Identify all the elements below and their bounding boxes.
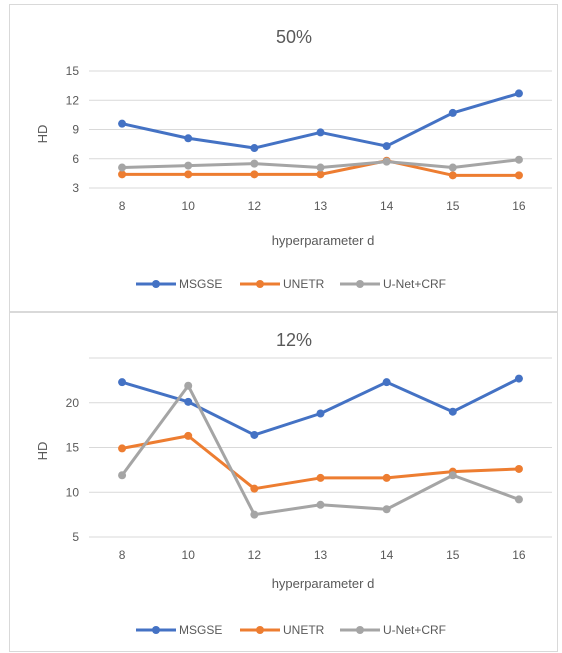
legend-marker xyxy=(256,626,264,634)
data-point xyxy=(184,381,193,390)
x-tick-label: 10 xyxy=(182,199,196,213)
series-line-msgse xyxy=(120,377,521,437)
data-point xyxy=(316,163,325,172)
chart-50: 50% 3 6 9 12 15 8 10 12 13 14 15 16 HD hyperparame… xyxy=(35,27,552,291)
chart-12: 12% 5 10 15 20 8 10 12 13 14 15 16 HD hyperparame… xyxy=(35,330,552,637)
chart-panel-12: 12% 5 10 15 20 8 10 12 13 14 15 16 HD hyperparame… xyxy=(9,312,558,652)
data-point xyxy=(382,142,391,151)
y-tick-labels: 5 10 15 20 xyxy=(66,396,80,544)
x-tick-label: 14 xyxy=(380,199,394,213)
legend-marker xyxy=(152,626,160,634)
data-point xyxy=(184,161,193,170)
data-point xyxy=(382,505,391,514)
legend: MSGSE UNETR U-Net+CRF xyxy=(136,277,446,291)
legend: MSGSE UNETR U-Net+CRF xyxy=(136,623,446,637)
data-point xyxy=(118,444,127,453)
data-point xyxy=(448,171,457,180)
data-point xyxy=(316,473,325,482)
x-tick-label: 15 xyxy=(446,199,460,213)
x-axis-title: hyperparameter d xyxy=(272,233,375,248)
data-point xyxy=(448,163,457,172)
data-point xyxy=(382,473,391,482)
data-point xyxy=(118,170,127,179)
y-tick-label: 15 xyxy=(66,441,80,455)
data-point xyxy=(514,374,523,383)
x-axis-title: hyperparameter d xyxy=(272,576,375,591)
y-tick-labels: 3 6 9 12 15 xyxy=(66,64,80,195)
y-tick-label: 3 xyxy=(72,181,79,195)
data-point xyxy=(184,134,193,143)
data-point xyxy=(448,108,457,117)
legend-label: U-Net+CRF xyxy=(383,277,446,291)
x-tick-label: 8 xyxy=(119,548,126,562)
series-line-u-net-crf xyxy=(120,384,521,517)
legend-marker xyxy=(356,280,364,288)
y-tick-label: 12 xyxy=(66,93,80,107)
x-tick-label: 13 xyxy=(314,548,328,562)
data-point xyxy=(184,397,193,406)
data-point xyxy=(448,471,457,480)
x-tick-label: 14 xyxy=(380,548,394,562)
data-point xyxy=(250,170,259,179)
y-axis-title: HD xyxy=(35,125,50,144)
x-tick-label: 12 xyxy=(248,548,262,562)
chart-title: 50% xyxy=(276,27,312,47)
legend-label: MSGSE xyxy=(179,623,222,637)
data-point xyxy=(118,163,127,172)
series-line-msgse xyxy=(120,91,521,150)
data-point xyxy=(250,430,259,439)
data-point xyxy=(184,170,193,179)
data-point xyxy=(250,510,259,519)
x-tick-labels: 8 10 12 13 14 15 16 xyxy=(119,199,526,213)
y-tick-label: 20 xyxy=(66,396,80,410)
series-lines xyxy=(118,89,523,180)
data-point xyxy=(514,495,523,504)
y-tick-label: 15 xyxy=(66,64,80,78)
data-point xyxy=(382,157,391,166)
data-point xyxy=(250,144,259,153)
chart-panel-50: 50% 3 6 9 12 15 8 10 12 13 14 15 16 HD hyperparame… xyxy=(9,4,558,312)
series-lines xyxy=(118,374,523,519)
data-point xyxy=(316,500,325,509)
x-tick-labels: 8 10 12 13 14 15 16 xyxy=(119,548,526,562)
legend-marker xyxy=(256,280,264,288)
data-point xyxy=(118,378,127,387)
data-point xyxy=(514,155,523,164)
data-point xyxy=(514,464,523,473)
data-point xyxy=(316,128,325,137)
data-point xyxy=(250,159,259,168)
data-point xyxy=(250,484,259,493)
x-tick-label: 8 xyxy=(119,199,126,213)
legend-label: UNETR xyxy=(283,277,325,291)
legend-label: U-Net+CRF xyxy=(383,623,446,637)
data-point xyxy=(448,407,457,416)
y-tick-label: 10 xyxy=(66,485,80,499)
data-point xyxy=(118,119,127,128)
x-tick-label: 13 xyxy=(314,199,328,213)
data-point xyxy=(514,89,523,98)
gridlines xyxy=(89,357,552,538)
x-tick-label: 16 xyxy=(512,199,526,213)
legend-label: MSGSE xyxy=(179,277,222,291)
data-point xyxy=(316,409,325,418)
data-point xyxy=(382,378,391,387)
data-point xyxy=(118,471,127,480)
legend-marker xyxy=(152,280,160,288)
legend-label: UNETR xyxy=(283,623,325,637)
data-point xyxy=(316,170,325,179)
x-tick-label: 16 xyxy=(512,548,526,562)
y-axis-title: HD xyxy=(35,442,50,461)
y-tick-label: 5 xyxy=(72,530,79,544)
y-tick-label: 6 xyxy=(72,152,79,166)
x-tick-label: 15 xyxy=(446,548,460,562)
x-tick-label: 10 xyxy=(182,548,196,562)
x-tick-label: 12 xyxy=(248,199,262,213)
legend-marker xyxy=(356,626,364,634)
data-point xyxy=(184,431,193,440)
chart-title: 12% xyxy=(276,330,312,350)
data-point xyxy=(514,171,523,180)
y-tick-label: 9 xyxy=(72,123,79,137)
